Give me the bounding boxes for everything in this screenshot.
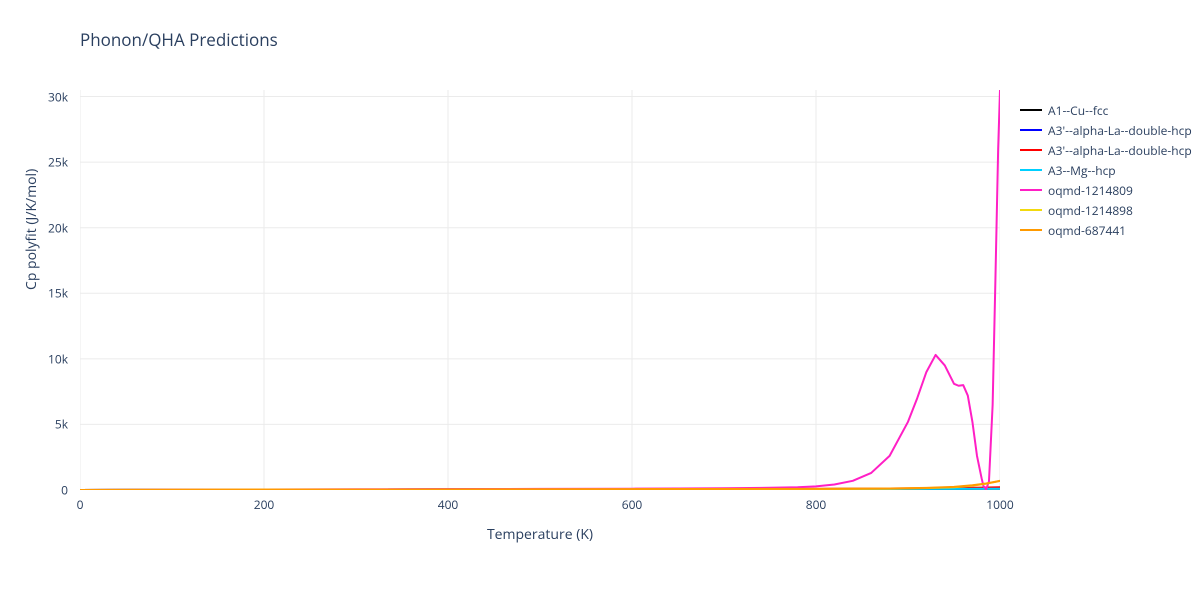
y-tick: 5k: [0, 416, 68, 433]
legend-item[interactable]: oqmd-1214898: [1020, 200, 1192, 220]
y-tick: 20k: [0, 219, 68, 236]
legend-swatch: [1020, 189, 1042, 191]
legend-swatch: [1020, 109, 1042, 111]
x-axis-label: Temperature (K): [80, 525, 1000, 544]
y-tick: 30k: [0, 88, 68, 105]
legend-item[interactable]: oqmd-1214809: [1020, 180, 1192, 200]
plot-svg: [80, 90, 1000, 490]
x-tick: 200: [254, 496, 275, 513]
legend-swatch: [1020, 209, 1042, 211]
chart-title: Phonon/QHA Predictions: [80, 28, 278, 51]
legend-label: oqmd-1214809: [1048, 182, 1133, 199]
legend-label: A3--Mg--hcp: [1048, 162, 1116, 179]
legend-swatch: [1020, 169, 1042, 171]
legend-label: A3'--alpha-La--double-hcp: [1048, 142, 1192, 159]
x-tick: 1000: [986, 496, 1013, 513]
legend-item[interactable]: A3'--alpha-La--double-hcp: [1020, 120, 1192, 140]
y-tick: 10k: [0, 350, 68, 367]
legend-item[interactable]: A3'--alpha-La--double-hcp: [1020, 140, 1192, 160]
legend-swatch: [1020, 129, 1042, 131]
legend-item[interactable]: A1--Cu--fcc: [1020, 100, 1192, 120]
legend-label: A1--Cu--fcc: [1048, 102, 1108, 119]
x-ticks: 02004006008001000: [80, 496, 1000, 516]
plot-area[interactable]: [80, 90, 1000, 490]
x-tick: 800: [806, 496, 827, 513]
y-tick: 0: [0, 482, 68, 499]
legend-label: A3'--alpha-La--double-hcp: [1048, 122, 1192, 139]
x-tick: 600: [622, 496, 643, 513]
y-ticks: 05k10k15k20k25k30k: [0, 90, 76, 490]
y-tick: 25k: [0, 154, 68, 171]
x-tick: 400: [438, 496, 459, 513]
legend-swatch: [1020, 149, 1042, 151]
legend: A1--Cu--fcc A3'--alpha-La--double-hcp A3'-…: [1020, 100, 1192, 240]
legend-label: oqmd-687441: [1048, 222, 1126, 239]
legend-item[interactable]: oqmd-687441: [1020, 220, 1192, 240]
legend-label: oqmd-1214898: [1048, 202, 1133, 219]
legend-swatch: [1020, 229, 1042, 231]
y-tick: 15k: [0, 285, 68, 302]
x-tick: 0: [77, 496, 84, 513]
legend-item[interactable]: A3--Mg--hcp: [1020, 160, 1192, 180]
